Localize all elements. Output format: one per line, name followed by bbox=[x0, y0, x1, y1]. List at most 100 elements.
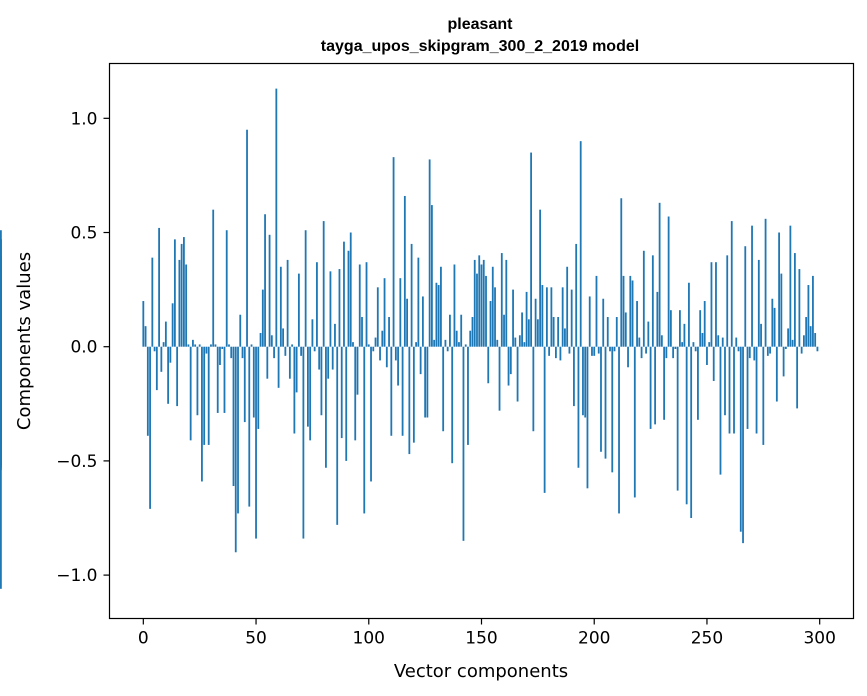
bar bbox=[304, 230, 307, 347]
bar bbox=[462, 346, 465, 541]
bar bbox=[372, 346, 375, 352]
bar bbox=[216, 346, 219, 413]
y-tick-label: −0.5 bbox=[56, 452, 97, 472]
bar bbox=[715, 262, 717, 347]
bar bbox=[239, 314, 242, 347]
bar bbox=[210, 344, 212, 347]
bar bbox=[277, 346, 280, 388]
bar bbox=[183, 237, 185, 347]
bar bbox=[458, 342, 460, 347]
bar bbox=[545, 287, 548, 347]
bar bbox=[489, 301, 492, 347]
bar bbox=[385, 346, 388, 368]
bar bbox=[534, 298, 537, 347]
bar bbox=[656, 291, 659, 347]
bar bbox=[755, 346, 758, 434]
bar bbox=[273, 346, 275, 359]
bar bbox=[812, 275, 814, 347]
bar bbox=[733, 346, 735, 434]
bar bbox=[340, 346, 343, 439]
bar bbox=[232, 346, 235, 487]
bar bbox=[570, 289, 573, 347]
bar bbox=[361, 317, 363, 347]
bar bbox=[665, 346, 668, 359]
bar bbox=[264, 214, 266, 347]
bar bbox=[219, 346, 221, 365]
bar bbox=[796, 346, 799, 409]
bar bbox=[421, 296, 424, 347]
y-axis-label: Components values bbox=[14, 252, 35, 430]
bar bbox=[694, 346, 697, 352]
bar bbox=[374, 337, 377, 347]
bar bbox=[600, 346, 602, 452]
bar bbox=[316, 262, 318, 347]
chart-subtitle: tayga_upos_skipgram_300_2_2019 model bbox=[321, 38, 639, 55]
bar bbox=[478, 255, 481, 347]
bar bbox=[392, 157, 395, 347]
bar bbox=[683, 323, 686, 347]
bar bbox=[381, 330, 384, 347]
bar bbox=[410, 243, 413, 347]
x-tick-label: 0 bbox=[138, 629, 149, 649]
bar bbox=[259, 333, 262, 347]
bar bbox=[221, 346, 224, 349]
bar bbox=[469, 330, 472, 347]
bar bbox=[187, 344, 190, 347]
bar bbox=[496, 339, 499, 347]
bar bbox=[189, 346, 192, 441]
bar bbox=[642, 250, 645, 347]
bar bbox=[762, 346, 765, 445]
bar bbox=[318, 346, 321, 370]
bar bbox=[717, 335, 720, 347]
bar bbox=[431, 205, 433, 347]
bar bbox=[636, 301, 638, 347]
bar bbox=[230, 346, 233, 359]
bar bbox=[201, 346, 203, 482]
bar bbox=[406, 298, 408, 347]
x-tick-label: 300 bbox=[803, 629, 835, 649]
bar bbox=[509, 346, 512, 375]
bar bbox=[291, 344, 294, 347]
bar bbox=[223, 346, 226, 413]
bar bbox=[701, 333, 704, 347]
bar bbox=[284, 346, 287, 356]
bar bbox=[593, 346, 596, 356]
bar bbox=[399, 278, 402, 347]
x-tick-label: 150 bbox=[465, 629, 497, 649]
bar bbox=[651, 255, 654, 347]
bar bbox=[620, 198, 623, 347]
bar bbox=[613, 346, 616, 352]
bar bbox=[523, 342, 526, 347]
bar bbox=[690, 346, 693, 519]
bar bbox=[595, 275, 598, 347]
bar bbox=[803, 335, 805, 347]
bar bbox=[370, 346, 372, 482]
y-axis-ticks: 1.0 0.5 0.0 −0.5 −1.0 bbox=[56, 109, 110, 586]
bar bbox=[248, 346, 251, 507]
bar bbox=[615, 317, 618, 347]
bar bbox=[775, 346, 778, 402]
bar bbox=[597, 346, 600, 354]
bar bbox=[196, 346, 199, 416]
bar bbox=[261, 289, 264, 347]
bar bbox=[162, 342, 165, 347]
y-tick-label: 1.0 bbox=[70, 109, 97, 129]
bar bbox=[807, 285, 810, 347]
bar bbox=[485, 275, 487, 347]
bar bbox=[724, 346, 726, 416]
bar bbox=[297, 273, 300, 347]
bar bbox=[663, 346, 666, 420]
bar bbox=[336, 346, 339, 525]
bar bbox=[503, 314, 505, 347]
bar bbox=[780, 273, 783, 347]
bar bbox=[354, 346, 357, 441]
bar bbox=[672, 346, 675, 359]
bar bbox=[401, 346, 404, 436]
bar bbox=[467, 346, 469, 445]
bar bbox=[726, 255, 729, 347]
bar bbox=[356, 346, 359, 395]
bar bbox=[146, 346, 149, 436]
bar bbox=[753, 346, 756, 361]
bar bbox=[521, 312, 523, 347]
